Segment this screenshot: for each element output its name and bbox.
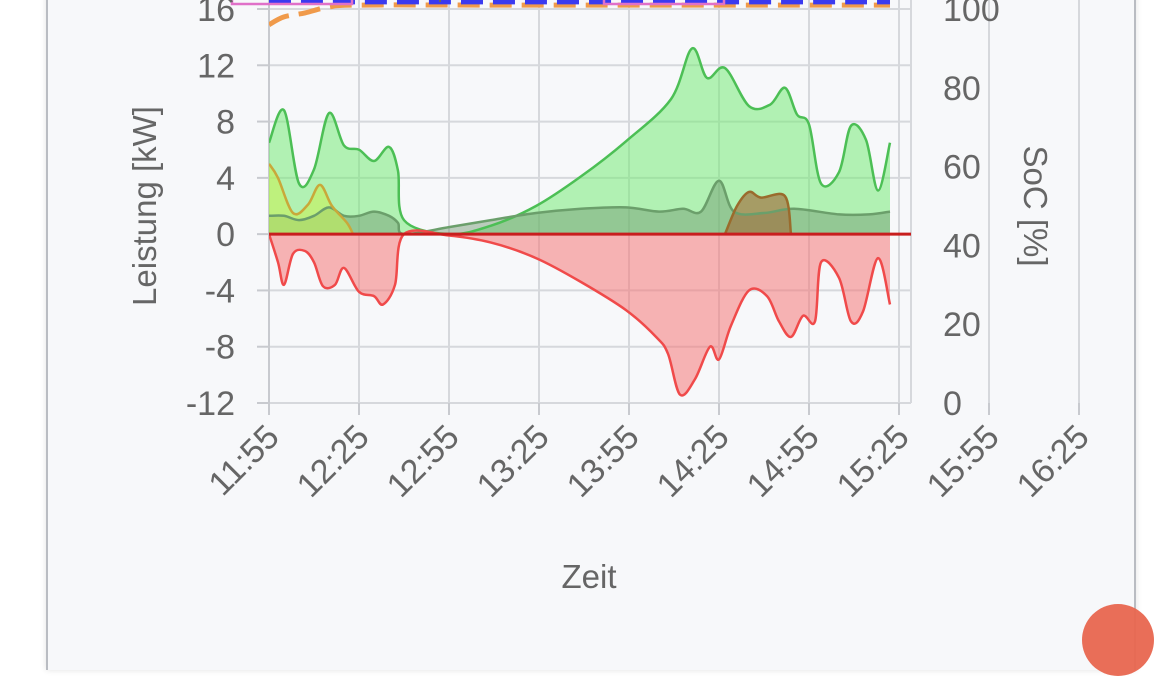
series-4-line — [723, 190, 793, 235]
x-tick-label: 13:55 — [560, 418, 647, 505]
x-tick-label: 12:25 — [290, 418, 377, 505]
y-axis-right-title: SoC [%] — [1017, 145, 1054, 266]
y-axis-left-title: Leistung [kW] — [126, 106, 163, 306]
action-button[interactable] — [1082, 604, 1154, 676]
chart-card — [46, 0, 1136, 670]
series-areas — [269, 48, 890, 396]
y-axis-left: -12 -8 -4 0 4 8 12 16 — [186, 0, 269, 423]
power-soc-chart: -12 -8 -4 0 4 8 12 16 0 20 40 60 80 100 11:55 12:25 12… — [126, 0, 1097, 595]
series-lines — [269, 0, 911, 397]
y-left-tick-label: 12 — [197, 47, 235, 85]
y-left-tick-label: 8 — [216, 104, 235, 142]
y-right-tick-label: 40 — [943, 227, 981, 265]
x-tick-label: 15:25 — [830, 418, 917, 505]
x-tick-label: 14:55 — [740, 418, 827, 505]
legend-marker-2[interactable] — [602, 0, 726, 6]
x-tick-label: 13:25 — [470, 418, 557, 505]
legend[interactable] — [230, 0, 726, 6]
y-right-tick-label: 20 — [943, 306, 981, 344]
series-6-line — [269, 2, 890, 27]
series-1-area — [269, 48, 890, 235]
y-left-tick-label: -8 — [205, 329, 235, 367]
x-axis-title: Zeit — [561, 558, 616, 595]
x-tick-label: 14:25 — [650, 418, 737, 505]
y-right-tick-label: 60 — [943, 149, 981, 187]
legend-marker-1[interactable] — [230, 0, 354, 6]
y-left-tick-label: 4 — [216, 160, 235, 198]
series-2-line — [269, 179, 891, 236]
series-3-line — [269, 163, 355, 235]
series-1-line — [269, 47, 892, 236]
x-axis: 11:55 12:25 12:55 13:25 13:55 14:25 14:55 15:25… — [201, 403, 1097, 505]
y-right-tick-label: 0 — [943, 385, 962, 423]
y-right-tick-label: 80 — [943, 70, 981, 108]
x-tick-label: 11:55 — [201, 418, 286, 503]
y-left-tick-label: -4 — [205, 272, 235, 310]
y-right-tick-label: 100 — [943, 0, 1000, 29]
x-tick-label: 12:55 — [380, 418, 467, 505]
y-left-tick-label: -12 — [186, 385, 235, 423]
y-axis-right: 0 20 40 60 80 100 — [943, 0, 1000, 423]
series-5-area — [269, 230, 890, 396]
x-tick-label: 16:25 — [1010, 418, 1097, 505]
y-left-tick-label: 0 — [216, 216, 235, 254]
y-left-tick-label: 16 — [197, 0, 235, 29]
series-5-line — [269, 229, 892, 397]
x-tick-label: 15:55 — [920, 418, 1007, 505]
